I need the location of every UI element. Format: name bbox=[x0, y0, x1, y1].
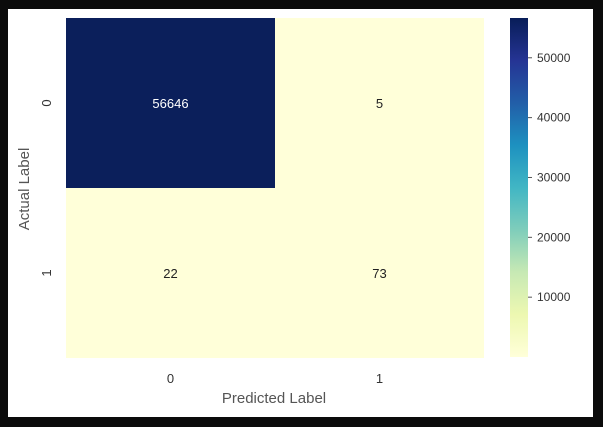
heatmap-cell-value: 5 bbox=[376, 96, 383, 111]
colorbar-tick-label: 40000 bbox=[537, 111, 571, 125]
y-tick-label: 0 bbox=[39, 99, 54, 106]
x-tick-label: 0 bbox=[167, 371, 174, 386]
colorbar-tick-label: 20000 bbox=[537, 230, 571, 244]
colorbar-ticks: 10000 20000 30000 40000 50000 bbox=[528, 51, 571, 304]
y-axis-ticks: 01 bbox=[39, 99, 54, 276]
heatmap-cell bbox=[275, 18, 484, 188]
heatmap-cell-labels: 56646 5 22 73 bbox=[152, 96, 386, 281]
colorbar-tick-label: 30000 bbox=[537, 170, 571, 184]
heatmap-cell-value: 73 bbox=[372, 266, 386, 281]
heatmap-cell bbox=[66, 188, 275, 358]
colorbar bbox=[510, 18, 528, 357]
x-tick-label: 1 bbox=[376, 371, 383, 386]
colorbar-tick-label: 10000 bbox=[537, 290, 571, 304]
y-tick-label: 1 bbox=[39, 269, 54, 276]
colorbar-tick-label: 50000 bbox=[537, 51, 571, 65]
heatmap-cell-value: 22 bbox=[163, 266, 177, 281]
heatmap-cell bbox=[66, 18, 275, 188]
x-axis-title: Predicted Label bbox=[222, 390, 326, 407]
heatmap-cell bbox=[275, 188, 484, 358]
heatmap-cells bbox=[66, 18, 484, 358]
y-axis-title: Actual Label bbox=[16, 148, 33, 231]
heatmap-cell-value: 56646 bbox=[152, 96, 188, 111]
